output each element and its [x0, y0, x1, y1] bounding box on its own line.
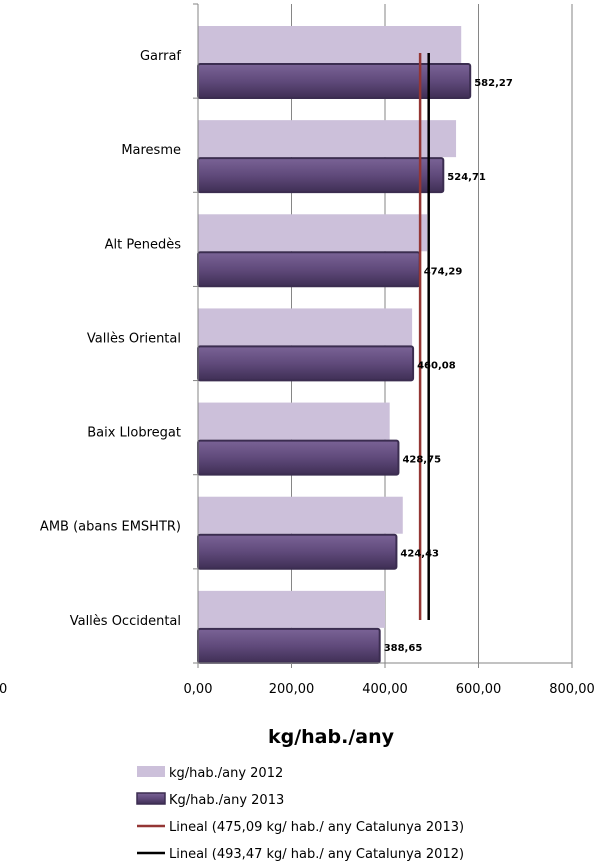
axes: 0,00 200,00 400,00 600,00 800,00 [184, 3, 595, 697]
category-label: AMB (abans EMSHTR) [40, 520, 181, 535]
bar-2013 [197, 345, 415, 382]
x-tick-label: 400,00 [362, 682, 408, 697]
bar-2012 [198, 214, 428, 252]
bar-2013 [197, 627, 381, 664]
legend-label: Lineal (493,47 kg/ hab./ any Catalunya 2… [169, 847, 464, 862]
category-label: Alt Penedès [105, 237, 182, 252]
x-tick-label: 0,00 [184, 682, 213, 697]
category-label: Vallès Occidental [70, 614, 181, 629]
data-label: 424,43 [400, 549, 439, 560]
x-tick-label: 200,00 [269, 682, 315, 697]
bar-2012 [198, 26, 462, 63]
x-axis-title: kg/hab./any [268, 726, 395, 748]
legend-label: kg/hab./any 2012 [169, 766, 283, 781]
data-label: 428,75 [402, 455, 441, 466]
reference-lines [418, 53, 430, 620]
bar-2013 [197, 251, 421, 288]
data-label: 582,27 [474, 78, 513, 89]
data-label: 388,65 [384, 643, 423, 654]
legend-swatch [137, 766, 165, 777]
category-label: Maresme [121, 143, 181, 158]
legend-label: Lineal (475,09 kg/ hab./ any Catalunya 2… [169, 820, 464, 835]
bar-2012 [198, 308, 413, 346]
labels: Garraf 582,27 Maresme 524,71 Alt Penedès 474,… [40, 49, 513, 654]
bar-2013 [197, 439, 400, 476]
category-label: Baix Llobregat [87, 426, 181, 441]
bar-2012 [198, 402, 390, 440]
bar-2012 [198, 120, 457, 158]
legend: kg/hab./any 2012 Kg/hab./any 2013 Lineal (… [136, 766, 464, 862]
data-label: 460,08 [417, 360, 456, 371]
bar-2013 [197, 157, 445, 194]
bars [197, 26, 472, 664]
bar-2012 [198, 496, 403, 534]
data-label: 474,29 [424, 266, 463, 277]
x-tick-label: 800,00 [549, 682, 595, 697]
category-label: Vallès Oriental [87, 331, 181, 346]
bar-2013 [197, 533, 398, 570]
bar-2012 [198, 590, 385, 628]
data-label: 524,71 [447, 172, 486, 183]
legend-label: Kg/hab./any 2013 [169, 793, 284, 808]
stray-text: 0 [0, 682, 7, 697]
x-tick-label: 600,00 [456, 682, 502, 697]
category-label: Garraf [140, 49, 181, 64]
legend-swatch [136, 792, 166, 805]
